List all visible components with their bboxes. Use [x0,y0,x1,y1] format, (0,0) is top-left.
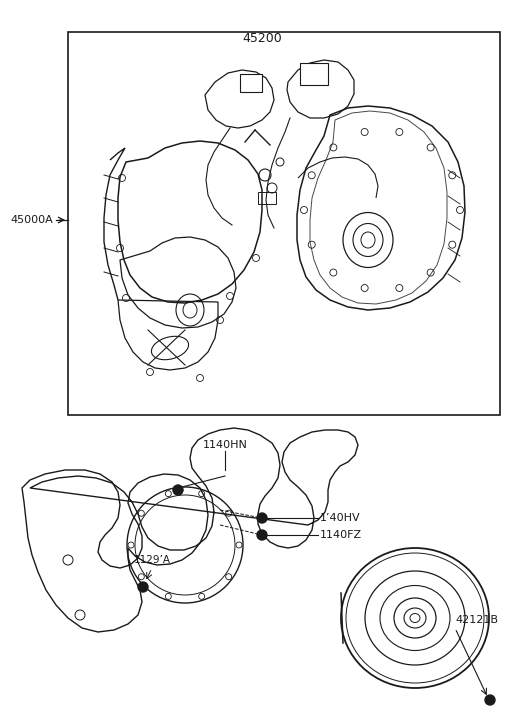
Text: 1’40HV: 1’40HV [320,513,361,523]
Text: 1140FZ: 1140FZ [320,530,362,540]
Text: 1140HN: 1140HN [202,440,247,450]
Circle shape [138,582,148,592]
Bar [300,63,328,85]
Circle shape [257,513,267,523]
Text: 45000A: 45000A [10,215,53,225]
Text: 42121B: 42121B [455,615,498,625]
Circle shape [257,530,267,540]
Bar [68,32,500,415]
Bar [240,74,262,92]
Text: 45200: 45200 [242,31,282,44]
Bar [258,192,276,204]
Circle shape [173,485,183,495]
Text: 1129’A: 1129’A [133,555,170,565]
Circle shape [485,695,495,705]
